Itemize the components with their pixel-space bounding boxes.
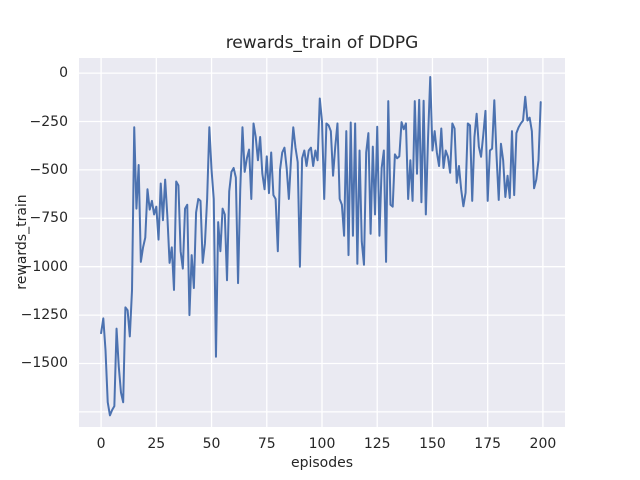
x-tick-label: 0 [96,436,106,452]
x-tick-label: 75 [257,436,276,452]
y-tick-label: −500 [29,161,68,178]
chart-title: rewards_train of DDPG [225,33,419,53]
y-tick-label: −1500 [20,355,68,372]
x-tick-label: 200 [529,436,557,452]
y-tick-label: −250 [29,113,68,130]
y-tick-label: −750 [29,210,68,227]
x-axis-label: episodes [290,455,354,471]
x-tick-label: 175 [474,436,502,452]
series-rewards_train [100,75,542,417]
x-tick-label: 150 [419,436,446,452]
x-tick-label: 125 [363,436,391,452]
y-tick-label: 0 [59,65,68,82]
y-tick-label: −1000 [20,258,68,275]
y-tick-label: −1250 [20,307,68,324]
line-chart [79,58,565,427]
plot-area [79,58,565,427]
x-tick-label: 25 [147,436,166,452]
x-tick-label: 50 [202,436,221,452]
x-tick-label: 100 [308,436,336,452]
